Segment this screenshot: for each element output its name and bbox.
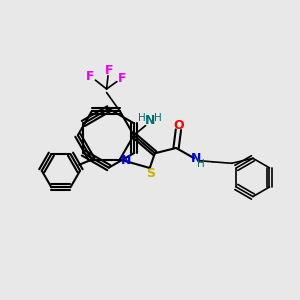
Text: N: N [121,154,131,167]
Text: H: H [197,159,205,169]
Text: H: H [138,112,146,123]
Text: F: F [86,70,94,83]
Text: F: F [118,72,126,85]
Text: N: N [145,114,155,127]
Text: S: S [146,167,155,180]
Text: O: O [173,119,184,132]
Text: N: N [190,152,201,165]
Text: F: F [105,64,114,77]
Text: H: H [154,112,162,123]
